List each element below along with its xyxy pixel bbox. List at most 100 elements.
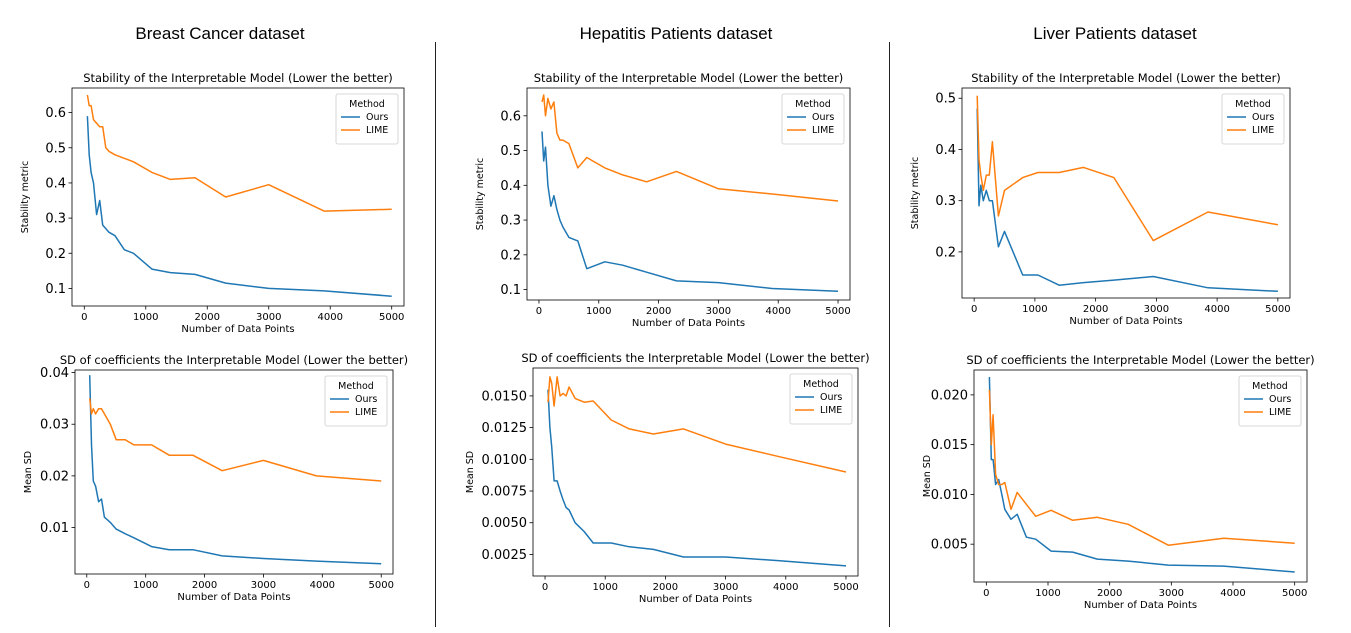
y-tick-label: 0.0025 (482, 548, 528, 563)
series-line-lime (547, 376, 847, 473)
y-tick-label: 0.01 (40, 521, 69, 536)
x-axis-label: Number of Data Points (177, 592, 290, 603)
y-axis-label: Stability metric (910, 157, 921, 229)
x-tick-label: 0 (536, 306, 542, 317)
x-tick-label: 1000 (1022, 304, 1047, 315)
y-tick-label: 0.4 (935, 143, 956, 158)
plot-frame (71, 87, 405, 307)
column-divider-left (435, 42, 436, 627)
series-line-ours (86, 116, 392, 297)
legend-label-ours: Ours (812, 112, 834, 123)
y-tick-label: 0.04 (40, 366, 69, 381)
series-line-lime (88, 398, 382, 482)
x-tick-label: 1000 (592, 582, 617, 593)
y-tick-label: 0.010 (931, 488, 968, 503)
chart-title: Stability of the Interpretable Model (Lo… (534, 71, 844, 85)
x-axis-label: Number of Data Points (639, 594, 752, 605)
x-tick-label: 4000 (317, 312, 342, 323)
x-tick-label: 5000 (379, 312, 404, 323)
x-tick-label: 3000 (1159, 588, 1184, 599)
chart-title: SD of coefficients the Interpretable Mod… (60, 353, 408, 367)
legend-label-ours: Ours (1252, 112, 1274, 123)
legend-label-lime: LIME (1252, 125, 1274, 136)
y-tick-label: 0.02 (40, 469, 69, 484)
series-line-lime (541, 94, 839, 202)
chart-title: SD of coefficients the Interpretable Mod… (521, 351, 869, 365)
legend-box (324, 375, 388, 427)
series-line-lime (976, 95, 1279, 242)
column-divider-right (889, 42, 890, 627)
x-tick-label: 4000 (1204, 304, 1229, 315)
legend-label-lime: LIME (1269, 407, 1291, 418)
x-tick-label: 5000 (825, 306, 850, 317)
x-tick-label: 1000 (133, 312, 158, 323)
legend-box (1221, 93, 1285, 145)
x-tick-label: 0 (84, 580, 90, 591)
y-tick-label: 0.005 (931, 538, 968, 553)
legend-title: Method (795, 99, 831, 110)
y-axis-label: Mean SD (922, 455, 933, 497)
y-tick-label: 0.015 (931, 438, 968, 453)
x-tick-label: 2000 (192, 580, 217, 591)
series-line-ours (541, 131, 839, 293)
y-tick-label: 0.3 (500, 214, 521, 229)
y-tick-label: 0.3 (935, 194, 956, 209)
legend-title: Method (338, 381, 374, 392)
y-tick-label: 0.5 (500, 144, 521, 159)
x-tick-label: 3000 (713, 582, 738, 593)
legend-title: Method (803, 379, 839, 390)
y-axis-label: Stability metric (20, 161, 31, 233)
y-tick-label: 0.0100 (482, 453, 528, 468)
series-line-lime (988, 389, 1295, 546)
legend-label-lime: LIME (355, 407, 377, 418)
y-tick-label: 0.5 (935, 92, 956, 107)
x-tick-label: 0 (983, 588, 989, 599)
y-tick-label: 0.1 (45, 282, 66, 297)
x-tick-label: 3000 (256, 312, 281, 323)
y-tick-label: 0.0150 (482, 389, 528, 404)
y-tick-label: 0.0075 (482, 485, 528, 500)
y-tick-label: 0.1 (500, 283, 521, 298)
y-tick-label: 0.2 (45, 247, 66, 262)
x-tick-label: 5000 (833, 582, 858, 593)
y-tick-label: 0.4 (45, 176, 66, 191)
y-axis-label: Stability metric (475, 158, 486, 230)
series-line-ours (976, 108, 1278, 293)
x-tick-label: 2000 (646, 306, 671, 317)
chart-title: Stability of the Interpretable Model (Lo… (971, 71, 1281, 85)
x-tick-label: 2000 (653, 582, 678, 593)
y-tick-label: 0.3 (45, 212, 66, 227)
x-tick-label: 5000 (1282, 588, 1307, 599)
y-tick-label: 0.0050 (482, 516, 528, 531)
series-line-ours (547, 389, 847, 567)
plot-frame (961, 87, 1291, 299)
x-axis-label: Number of Data Points (1084, 600, 1197, 611)
y-tick-label: 0.4 (500, 179, 521, 194)
x-axis-label: Number of Data Points (632, 318, 745, 329)
legend-box (1238, 375, 1302, 427)
legend-box (781, 93, 845, 145)
y-tick-label: 0.03 (40, 418, 69, 433)
legend-label-ours: Ours (1269, 394, 1291, 405)
x-axis-label: Number of Data Points (1069, 316, 1182, 327)
legend-box (335, 93, 399, 145)
x-tick-label: 4000 (765, 306, 790, 317)
x-tick-label: 4000 (1220, 588, 1245, 599)
x-tick-label: 4000 (773, 582, 798, 593)
x-tick-label: 3000 (251, 580, 276, 591)
x-tick-label: 4000 (310, 580, 335, 591)
legend-title: Method (1252, 381, 1288, 392)
legend-label-ours: Ours (355, 394, 377, 405)
x-tick-label: 3000 (706, 306, 731, 317)
y-axis-label: Mean SD (23, 451, 34, 493)
series-line-lime (86, 94, 392, 212)
plot-frame (973, 369, 1308, 583)
series-line-ours (988, 376, 1295, 573)
legend-box (789, 373, 853, 425)
